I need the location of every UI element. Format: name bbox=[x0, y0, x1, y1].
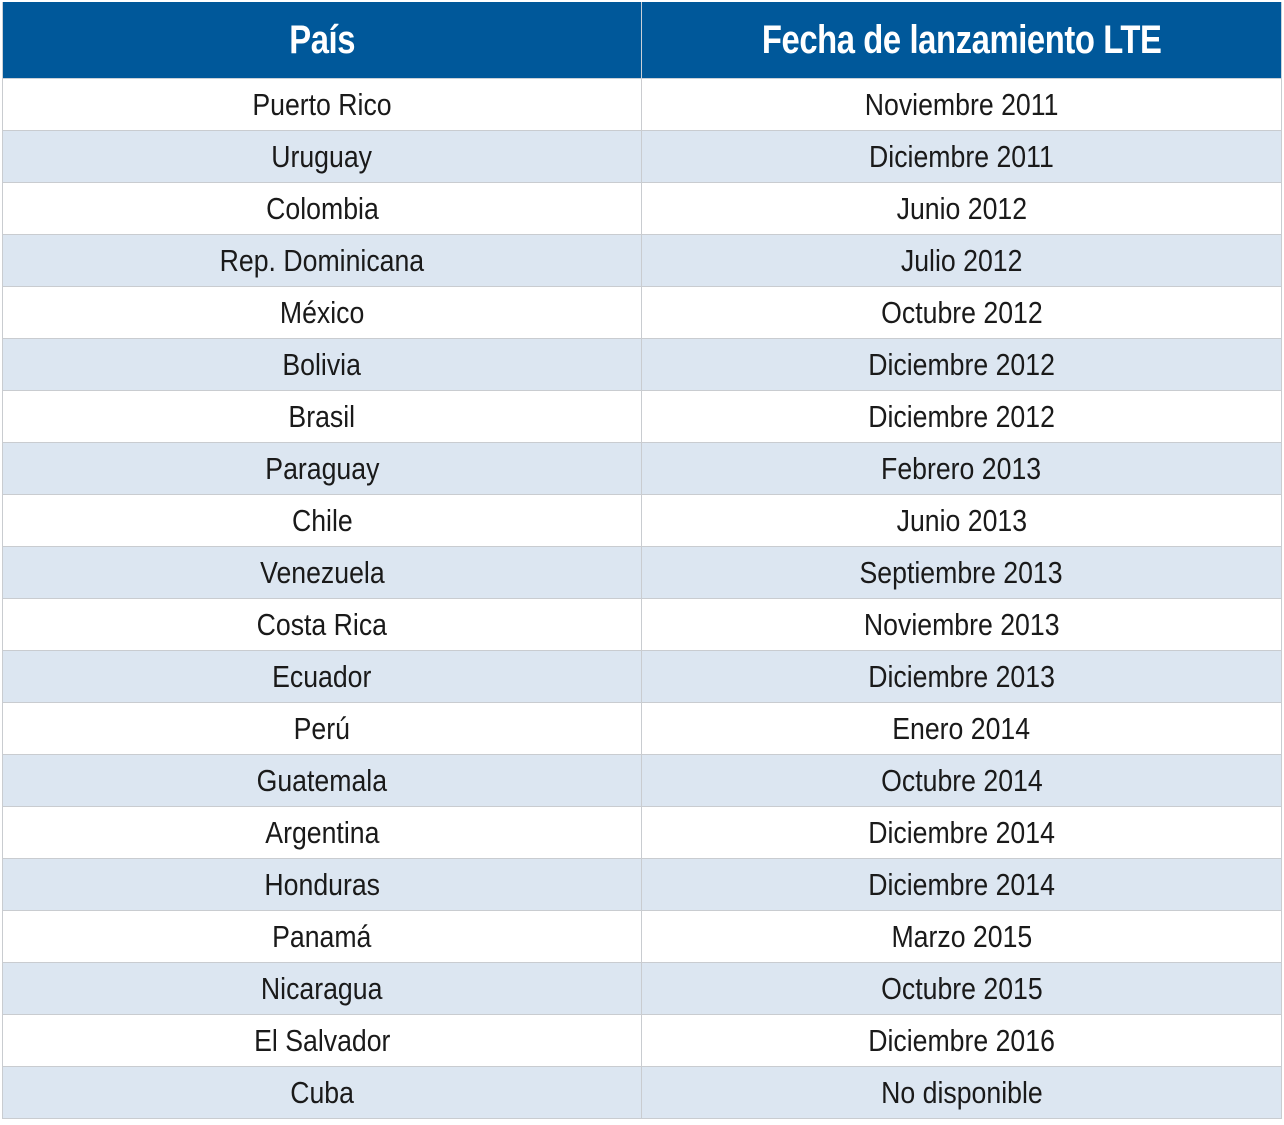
cell-pais: Argentina bbox=[2, 806, 642, 859]
cell-pais: Rep. Dominicana bbox=[2, 234, 642, 287]
cell-fecha: Noviembre 2013 bbox=[641, 598, 1282, 651]
cell-pais: Paraguay bbox=[2, 442, 642, 495]
table-row: Bolivia Diciembre 2012 bbox=[2, 338, 1282, 391]
table-row: Argentina Diciembre 2014 bbox=[2, 806, 1282, 859]
cell-fecha: Noviembre 2011 bbox=[641, 78, 1282, 131]
cell-pais: Colombia bbox=[2, 182, 642, 235]
cell-fecha: Octubre 2014 bbox=[641, 754, 1282, 807]
cell-pais: Brasil bbox=[2, 390, 642, 443]
table-row: El Salvador Diciembre 2016 bbox=[2, 1014, 1282, 1067]
cell-fecha: No disponible bbox=[641, 1066, 1282, 1119]
cell-fecha: Diciembre 2012 bbox=[641, 390, 1282, 443]
cell-fecha: Febrero 2013 bbox=[641, 442, 1282, 495]
column-header-fecha: Fecha de lanzamiento LTE bbox=[641, 2, 1282, 79]
cell-pais: Ecuador bbox=[2, 650, 642, 703]
cell-pais: Nicaragua bbox=[2, 962, 642, 1015]
cell-pais: Panamá bbox=[2, 910, 642, 963]
table-row: Nicaragua Octubre 2015 bbox=[2, 962, 1282, 1015]
table-row: Rep. Dominicana Julio 2012 bbox=[2, 234, 1282, 287]
table-header: País Fecha de lanzamiento LTE bbox=[2, 2, 1282, 79]
cell-fecha: Junio 2013 bbox=[641, 494, 1282, 547]
cell-pais: Costa Rica bbox=[2, 598, 642, 651]
table-row: Cuba No disponible bbox=[2, 1066, 1282, 1119]
cell-fecha: Diciembre 2013 bbox=[641, 650, 1282, 703]
table-row: Chile Junio 2013 bbox=[2, 494, 1282, 547]
header-row: País Fecha de lanzamiento LTE bbox=[2, 2, 1282, 79]
table-row: Paraguay Febrero 2013 bbox=[2, 442, 1282, 495]
cell-pais: Guatemala bbox=[2, 754, 642, 807]
cell-pais: Bolivia bbox=[2, 338, 642, 391]
cell-fecha: Diciembre 2014 bbox=[641, 858, 1282, 911]
cell-fecha: Diciembre 2011 bbox=[641, 130, 1282, 183]
table-row: Costa Rica Noviembre 2013 bbox=[2, 598, 1282, 651]
cell-pais: Venezuela bbox=[2, 546, 642, 599]
cell-fecha: Marzo 2015 bbox=[641, 910, 1282, 963]
cell-fecha: Septiembre 2013 bbox=[641, 546, 1282, 599]
cell-pais: Puerto Rico bbox=[2, 78, 642, 131]
table-row: Uruguay Diciembre 2011 bbox=[2, 130, 1282, 183]
cell-pais: Uruguay bbox=[2, 130, 642, 183]
table-row: Colombia Junio 2012 bbox=[2, 182, 1282, 235]
table-row: Perú Enero 2014 bbox=[2, 702, 1282, 755]
cell-pais: Cuba bbox=[2, 1066, 642, 1119]
table-body: Puerto Rico Noviembre 2011 Uruguay Diciemb… bbox=[2, 78, 1282, 1119]
cell-pais: Honduras bbox=[2, 858, 642, 911]
table-row: México Octubre 2012 bbox=[2, 286, 1282, 339]
table-row: Ecuador Diciembre 2013 bbox=[2, 650, 1282, 703]
cell-pais: Perú bbox=[2, 702, 642, 755]
table-row: Puerto Rico Noviembre 2011 bbox=[2, 78, 1282, 131]
table-row: Panamá Marzo 2015 bbox=[2, 910, 1282, 963]
cell-pais: El Salvador bbox=[2, 1014, 642, 1067]
cell-fecha: Diciembre 2016 bbox=[641, 1014, 1282, 1067]
table-row: Venezuela Septiembre 2013 bbox=[2, 546, 1282, 599]
cell-fecha: Octubre 2012 bbox=[641, 286, 1282, 339]
cell-fecha: Octubre 2015 bbox=[641, 962, 1282, 1015]
cell-fecha: Diciembre 2012 bbox=[641, 338, 1282, 391]
table-row: Guatemala Octubre 2014 bbox=[2, 754, 1282, 807]
cell-fecha: Julio 2012 bbox=[641, 234, 1282, 287]
table-row: Honduras Diciembre 2014 bbox=[2, 858, 1282, 911]
table-row: Brasil Diciembre 2012 bbox=[2, 390, 1282, 443]
cell-pais: Chile bbox=[2, 494, 642, 547]
column-header-pais: País bbox=[2, 2, 642, 79]
cell-fecha: Enero 2014 bbox=[641, 702, 1282, 755]
cell-pais: México bbox=[2, 286, 642, 339]
cell-fecha: Junio 2012 bbox=[641, 182, 1282, 235]
cell-fecha: Diciembre 2014 bbox=[641, 806, 1282, 859]
